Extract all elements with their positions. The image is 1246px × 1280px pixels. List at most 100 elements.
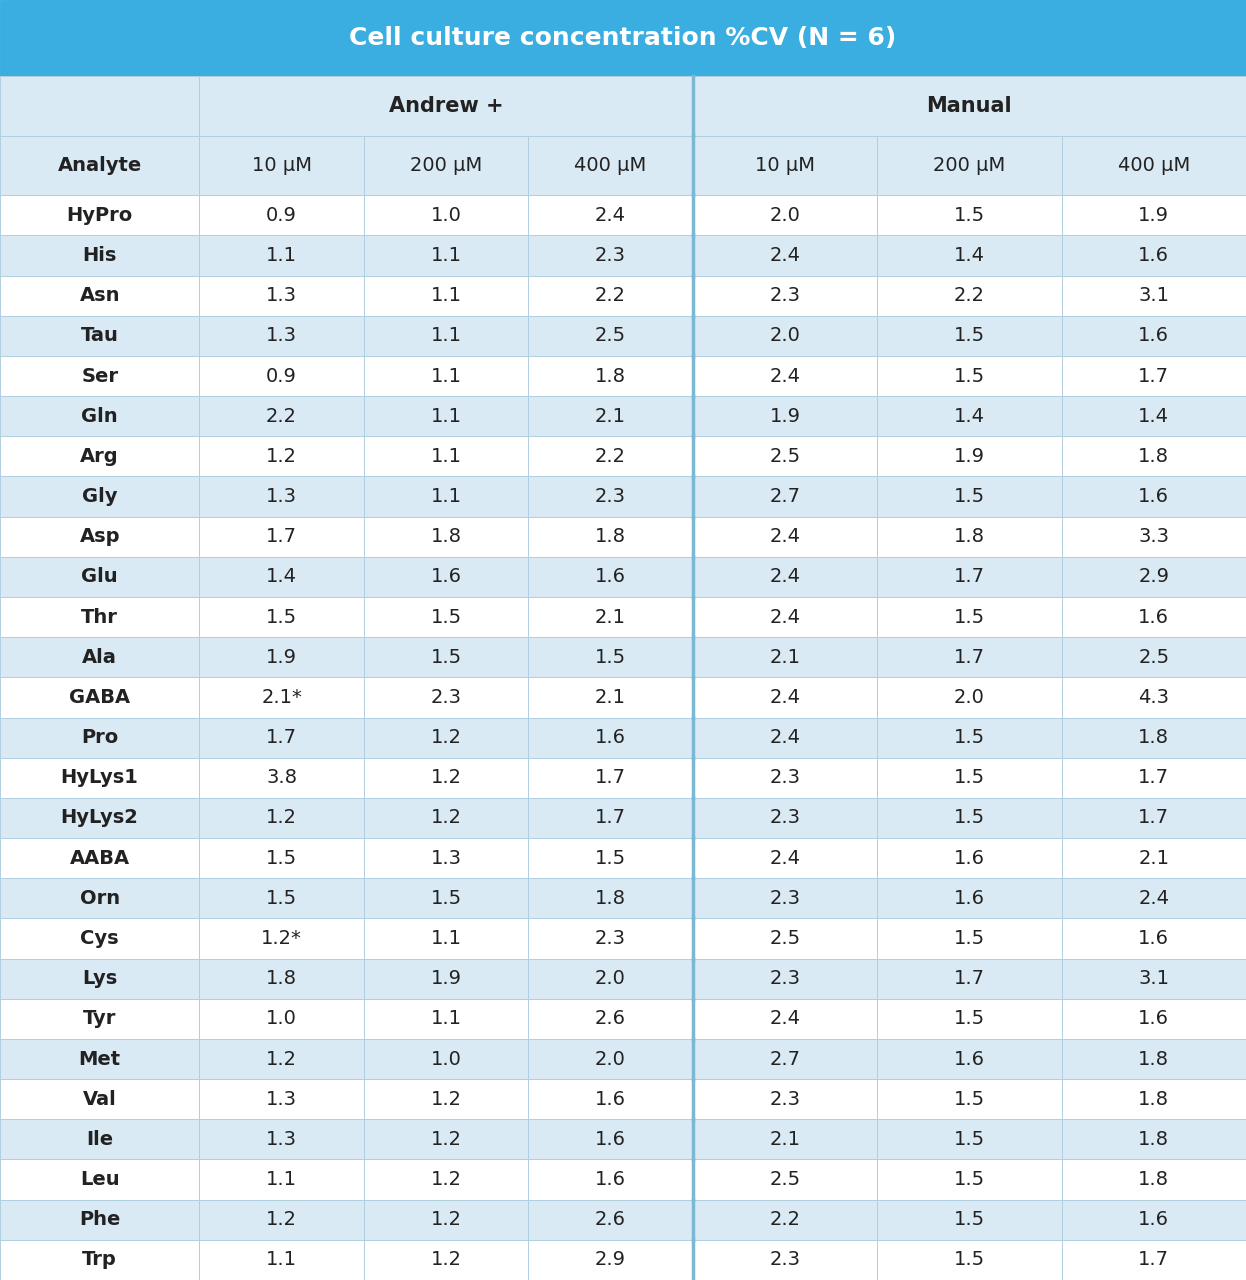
Bar [877,517,1062,557]
Text: 2.1: 2.1 [770,648,800,667]
Text: 2.3: 2.3 [770,1251,800,1270]
Bar [364,396,528,436]
Bar [199,396,364,436]
Text: 1.2: 1.2 [431,1251,461,1270]
Bar [0,959,199,998]
Bar [0,998,199,1039]
Text: 1.1: 1.1 [431,366,461,385]
Text: His: His [82,246,117,265]
Text: Pro: Pro [81,728,118,748]
Bar [877,1079,1062,1119]
Text: 1.2: 1.2 [267,1210,297,1229]
Text: 1.6: 1.6 [954,849,984,868]
Bar [693,1240,877,1280]
Text: 1.4: 1.4 [954,407,984,426]
Bar [364,677,528,718]
Text: Gln: Gln [81,407,118,426]
Text: Arg: Arg [81,447,118,466]
Text: 1.5: 1.5 [954,809,984,827]
Bar [0,758,199,797]
Text: 1.5: 1.5 [954,366,984,385]
Bar [877,195,1062,236]
Text: 2.0: 2.0 [596,1050,625,1069]
Text: 2.5: 2.5 [770,447,800,466]
Bar [877,236,1062,275]
Text: 1.6: 1.6 [431,567,461,586]
Text: 2.3: 2.3 [770,768,800,787]
Bar [364,637,528,677]
Text: Ile: Ile [86,1130,113,1149]
Bar [1062,1199,1246,1240]
Bar [364,797,528,838]
Bar [1062,236,1246,275]
Text: 1.3: 1.3 [267,326,297,346]
Text: 1.7: 1.7 [267,527,297,547]
Bar [693,998,877,1039]
Text: 1.5: 1.5 [267,849,297,868]
Bar [877,1199,1062,1240]
Bar [528,1039,693,1079]
Bar [364,1039,528,1079]
Text: 1.8: 1.8 [1139,1089,1169,1108]
Bar [0,919,199,959]
Text: 1.5: 1.5 [431,648,461,667]
Text: 1.1: 1.1 [431,407,461,426]
Text: 1.4: 1.4 [1139,407,1169,426]
Bar [693,316,877,356]
Bar [0,838,199,878]
Text: 1.8: 1.8 [1139,447,1169,466]
Text: 1.6: 1.6 [954,1050,984,1069]
Bar [877,1039,1062,1079]
Bar [0,1199,199,1240]
Text: 2.6: 2.6 [596,1210,625,1229]
Bar [693,1119,877,1160]
Text: 1.4: 1.4 [954,246,984,265]
Bar [0,1240,199,1280]
Bar [528,1199,693,1240]
Bar [693,637,877,677]
Text: 1.5: 1.5 [954,1010,984,1028]
Text: 1.9: 1.9 [1139,206,1169,225]
Bar [528,436,693,476]
Text: 2.4: 2.4 [770,366,800,385]
Bar [1062,677,1246,718]
Bar [0,517,199,557]
Bar [199,436,364,476]
Bar [528,136,693,195]
Bar [0,77,199,136]
Text: Gly: Gly [82,486,117,506]
Text: 1.7: 1.7 [1139,1251,1169,1270]
Text: Asp: Asp [80,527,120,547]
Text: 1.5: 1.5 [954,1130,984,1149]
Bar [693,596,877,637]
Text: 1.6: 1.6 [1139,246,1169,265]
Text: 1.4: 1.4 [267,567,297,586]
Text: 1.7: 1.7 [954,648,984,667]
Text: 2.1: 2.1 [596,608,625,627]
Bar [199,677,364,718]
Bar [1062,396,1246,436]
Bar [693,396,877,436]
Text: 2.5: 2.5 [770,1170,800,1189]
Text: 2.3: 2.3 [770,888,800,908]
Bar [693,1039,877,1079]
Bar [364,1160,528,1199]
Bar [693,195,877,236]
Bar [364,476,528,517]
Bar [693,1079,877,1119]
Bar [364,998,528,1039]
Bar [364,436,528,476]
Text: 1.2: 1.2 [431,1170,461,1189]
Text: 1.1: 1.1 [431,447,461,466]
Text: 1.6: 1.6 [1139,486,1169,506]
Bar [0,878,199,919]
Text: 1.0: 1.0 [431,1050,461,1069]
Bar [1062,838,1246,878]
Bar [1062,758,1246,797]
Bar [528,959,693,998]
Bar [199,959,364,998]
Text: 2.4: 2.4 [770,246,800,265]
Bar [877,998,1062,1039]
Text: 2.0: 2.0 [770,206,800,225]
Text: 1.3: 1.3 [267,287,297,305]
